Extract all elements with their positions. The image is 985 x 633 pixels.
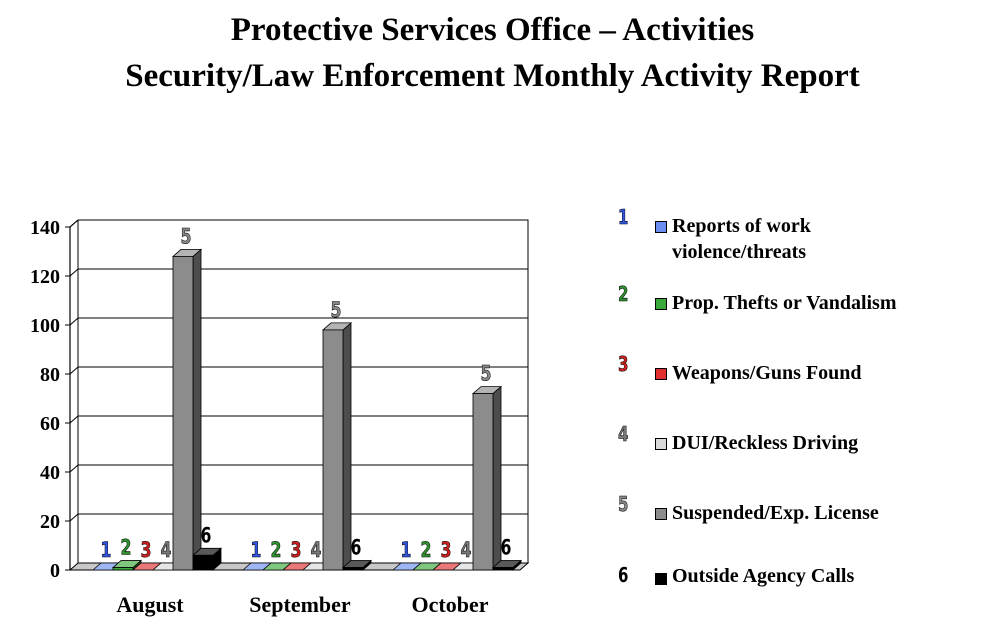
x-tick-label: August [116,592,184,617]
legend-swatch [655,573,667,585]
bar-front [192,554,214,571]
legend-series-number: 2 [618,282,629,307]
legend-series-number: 6 [618,563,629,587]
bar-data-label: 6 [351,536,362,560]
legend-swatch [655,508,667,520]
bar [491,559,523,571]
bar-front [342,567,364,571]
x-tick-label: October [412,592,489,617]
bar-front [172,255,194,571]
legend-series-number: 1 [618,205,629,230]
y-tick-label: 100 [30,315,60,337]
gridline-side [69,415,79,424]
legend-swatch [655,438,667,450]
bar-data-label: 2 [271,539,282,563]
bar-data-label: 4 [311,539,322,563]
legend-swatch [655,221,667,233]
bar-side [192,248,202,571]
bar-data-label: 1 [101,539,112,563]
bar-data-label: 1 [251,539,262,563]
bar-data-label: 1 [401,539,412,563]
bar-data-label: 3 [291,539,302,563]
legend-series-number: 5 [618,492,629,517]
bar-data-label: 2 [421,539,432,563]
legend-series-number: 4 [618,422,629,447]
bar [471,385,503,571]
legend-label: DUI/Reckless Driving [672,432,859,454]
bar-data-label: 5 [331,299,342,323]
bar-data-label: 4 [461,539,472,563]
gridline-side [69,268,79,277]
legend-label: Prop. Thefts or Vandalism [672,292,897,314]
gridline-side [69,317,79,326]
gridline-side [69,366,79,375]
bar-data-label: 2 [121,536,132,560]
bar-front [112,567,134,571]
bar-data-label: 5 [481,362,492,386]
gridline-side [69,513,79,522]
y-tick-label: 20 [40,511,60,533]
bar-data-label: 3 [141,539,152,563]
bar-data-label: 3 [441,539,452,563]
legend-label: Outside Agency Calls [672,565,855,587]
legend-series-number: 3 [618,352,629,377]
y-tick-label: 60 [40,413,60,435]
bar-front [472,393,494,571]
legend-label: Suspended/Exp. License [672,502,879,524]
bar [191,547,223,571]
chart-title-line-2: Security/Law Enforcement Monthly Activit… [125,58,860,94]
legend-label: Weapons/Guns Found [672,362,862,384]
legend-swatch [655,368,667,380]
chart-title-line-1: Protective Services Office – Activities [230,12,755,48]
legend-label: Reports of work violence/threats [672,215,811,263]
y-tick-label: 80 [40,364,60,386]
bar-side [342,322,352,571]
bar-front [492,567,514,571]
x-tick-label: September [249,592,351,617]
bar [341,559,373,571]
bar-front [322,329,344,571]
bar-data-label: 5 [181,225,192,249]
bar-data-label: 6 [201,524,212,548]
y-tick-label: 0 [50,560,60,582]
bar [171,248,203,571]
y-axis-top [69,219,79,228]
y-tick-label: 140 [30,217,60,239]
bar-data-label: 4 [161,539,172,563]
bar-data-label: 6 [501,536,512,560]
y-tick-label: 40 [40,462,60,484]
plot-back-wall [77,219,529,564]
bar [321,322,353,571]
legend-swatch [655,298,667,310]
y-tick-label: 120 [30,266,60,288]
gridline-side [69,464,79,473]
